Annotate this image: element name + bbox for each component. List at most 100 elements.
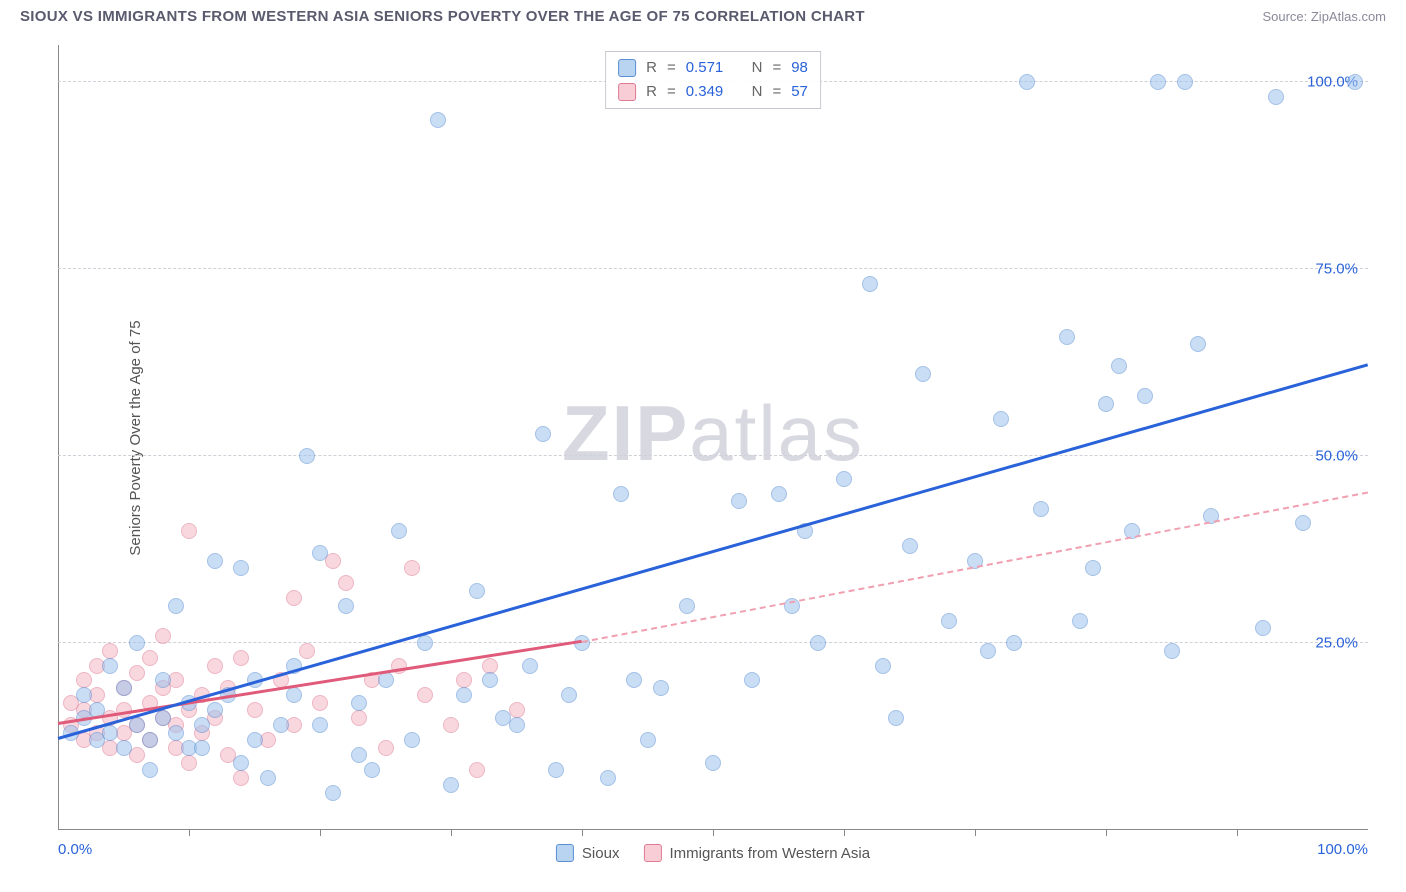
stat-r-label2: R — [646, 80, 657, 104]
data-point — [129, 635, 145, 651]
xtick — [844, 830, 845, 836]
data-point — [207, 553, 223, 569]
data-point — [207, 702, 223, 718]
data-point — [102, 643, 118, 659]
data-point — [312, 717, 328, 733]
data-point — [286, 687, 302, 703]
data-point — [1059, 329, 1075, 345]
stat-n-wasia: 57 — [791, 80, 808, 104]
data-point — [1295, 515, 1311, 531]
legend-label-wasia: Immigrants from Western Asia — [669, 845, 870, 862]
data-point — [888, 710, 904, 726]
data-point — [1255, 620, 1271, 636]
data-point — [325, 785, 341, 801]
stat-eq2: = — [772, 56, 781, 80]
ytick-label: 75.0% — [1315, 261, 1358, 278]
data-point — [653, 680, 669, 696]
stat-r-wasia: 0.349 — [686, 80, 724, 104]
data-point — [260, 770, 276, 786]
xtick-label: 100.0% — [1317, 841, 1368, 858]
data-point — [378, 672, 394, 688]
legend-item-wasia: Immigrants from Western Asia — [643, 844, 870, 862]
ytick-label: 50.0% — [1315, 448, 1358, 465]
data-point — [1347, 74, 1363, 90]
y-axis-line — [58, 45, 59, 830]
data-point — [351, 710, 367, 726]
data-point — [142, 762, 158, 778]
stats-legend-box: R = 0.571 N = 98 R = 0.349 N = 57 — [605, 51, 821, 109]
data-point — [181, 755, 197, 771]
data-point — [142, 732, 158, 748]
data-point — [1019, 74, 1035, 90]
legend-label-sioux: Sioux — [582, 845, 620, 862]
stat-r-label: R — [646, 56, 657, 80]
data-point — [771, 486, 787, 502]
data-point — [731, 493, 747, 509]
stat-n-label2: N — [752, 80, 763, 104]
stat-r-sioux: 0.571 — [686, 56, 724, 80]
data-point — [862, 276, 878, 292]
stat-eq3: = — [667, 80, 676, 104]
data-point — [1177, 74, 1193, 90]
data-point — [312, 545, 328, 561]
data-point — [338, 598, 354, 614]
data-point — [980, 643, 996, 659]
data-point — [1190, 336, 1206, 352]
xtick — [1237, 830, 1238, 836]
data-point — [482, 672, 498, 688]
data-point — [456, 687, 472, 703]
data-point — [338, 575, 354, 591]
data-point — [600, 770, 616, 786]
chart-plot-area: Seniors Poverty Over the Age of 75 ZIPat… — [58, 45, 1368, 830]
data-point — [443, 717, 459, 733]
data-point — [941, 613, 957, 629]
data-point — [129, 717, 145, 733]
data-point — [548, 762, 564, 778]
data-point — [194, 717, 210, 733]
data-point — [273, 717, 289, 733]
legend-swatch-sioux-icon — [556, 844, 574, 862]
data-point — [155, 628, 171, 644]
stat-n-sioux: 98 — [791, 56, 808, 80]
data-point — [469, 762, 485, 778]
data-point — [378, 740, 394, 756]
data-point — [561, 687, 577, 703]
data-point — [312, 695, 328, 711]
data-point — [509, 717, 525, 733]
xtick — [451, 830, 452, 836]
data-point — [1268, 89, 1284, 105]
ytick-label: 25.0% — [1315, 635, 1358, 652]
data-point — [810, 635, 826, 651]
stats-row-wasia: R = 0.349 N = 57 — [618, 80, 808, 104]
chart-title: SIOUX VS IMMIGRANTS FROM WESTERN ASIA SE… — [20, 8, 865, 25]
data-point — [456, 672, 472, 688]
data-point — [299, 643, 315, 659]
regression-line — [582, 492, 1368, 643]
data-point — [299, 448, 315, 464]
data-point — [1006, 635, 1022, 651]
data-point — [116, 680, 132, 696]
data-point — [391, 523, 407, 539]
data-point — [613, 486, 629, 502]
data-point — [168, 598, 184, 614]
data-point — [247, 732, 263, 748]
data-point — [640, 732, 656, 748]
data-point — [76, 672, 92, 688]
swatch-wasia-icon — [618, 83, 636, 101]
bottom-legend: Sioux Immigrants from Western Asia — [556, 844, 870, 862]
data-point — [744, 672, 760, 688]
data-point — [364, 762, 380, 778]
data-point — [247, 702, 263, 718]
data-point — [404, 732, 420, 748]
data-point — [1085, 560, 1101, 576]
data-point — [417, 635, 433, 651]
plot-region: 25.0%50.0%75.0%100.0%0.0%100.0% — [58, 45, 1368, 830]
gridline — [58, 455, 1368, 456]
stat-eq4: = — [772, 80, 781, 104]
data-point — [679, 598, 695, 614]
data-point — [535, 426, 551, 442]
data-point — [233, 770, 249, 786]
data-point — [875, 658, 891, 674]
xtick — [975, 830, 976, 836]
data-point — [915, 366, 931, 382]
